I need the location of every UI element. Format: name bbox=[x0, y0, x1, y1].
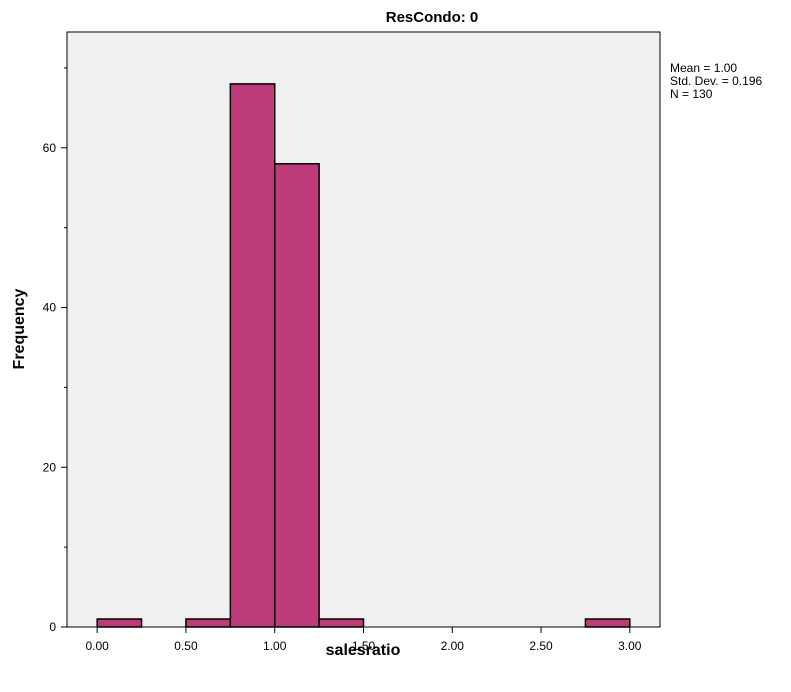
x-tick-label: 2.00 bbox=[441, 639, 465, 653]
histogram-bar-1 bbox=[185, 618, 232, 628]
x-tick-label: 3.00 bbox=[618, 639, 642, 653]
histogram-bar-0 bbox=[96, 618, 143, 628]
x-axis-ticks: 0.00 0.50 1.00 1.50 2.00 2.50 3.00 bbox=[86, 627, 642, 653]
histogram-bar-4 bbox=[318, 618, 365, 628]
histogram-bar-3 bbox=[273, 163, 320, 628]
stats-line: Std. Dev. = 0.196 bbox=[670, 74, 762, 88]
x-tick-label: 0.50 bbox=[174, 639, 198, 653]
histogram-bar-5 bbox=[584, 618, 631, 628]
plot-area bbox=[66, 31, 661, 628]
x-axis-title: salesratio bbox=[326, 642, 401, 659]
x-tick-label: 0.00 bbox=[86, 639, 110, 653]
x-tick-label: 1.00 bbox=[263, 639, 287, 653]
chart-title: ResCondo: 0 bbox=[386, 9, 479, 26]
y-tick-label: 40 bbox=[43, 301, 57, 315]
x-tick-label: 1.50 bbox=[352, 639, 376, 653]
histogram-bar-2 bbox=[229, 83, 276, 628]
stats-line: N = 130 bbox=[670, 87, 713, 101]
x-tick-label: 2.50 bbox=[529, 639, 553, 653]
y-tick-label: 60 bbox=[43, 141, 57, 155]
bars-group bbox=[96, 83, 631, 628]
y-axis-title: Frequency bbox=[11, 288, 28, 369]
y-axis-ticks: 0 20 40 60 bbox=[43, 67, 67, 634]
stats-line: Mean = 1.00 bbox=[670, 61, 737, 75]
y-tick-label: 20 bbox=[43, 460, 57, 474]
y-tick-label: 0 bbox=[49, 620, 56, 634]
